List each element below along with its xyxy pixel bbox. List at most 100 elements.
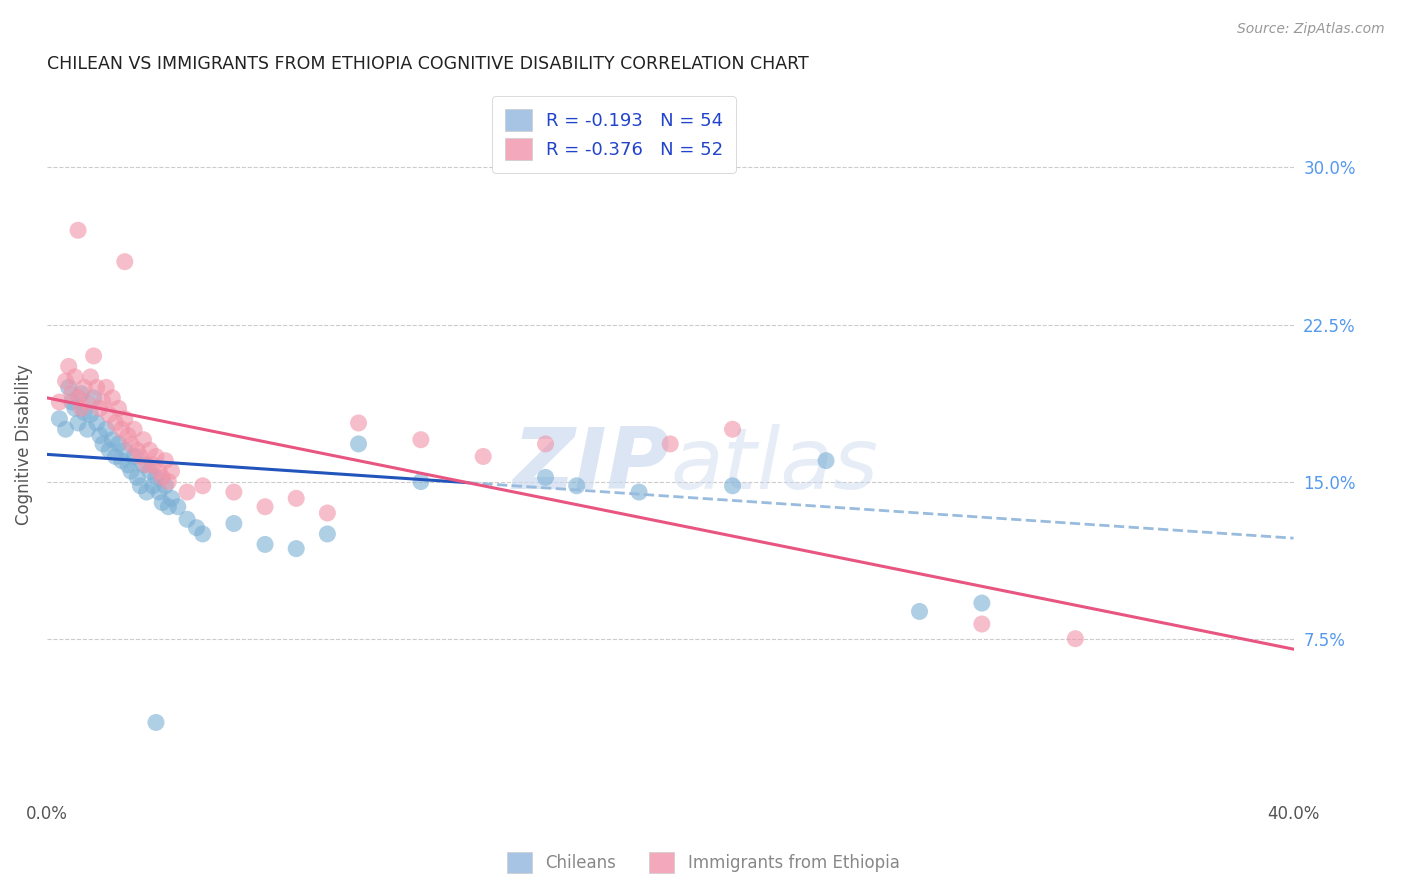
- Point: [67, 416, 90, 430]
- Point: [534, 437, 557, 451]
- Point: [98, 443, 121, 458]
- Point: [83, 391, 105, 405]
- Y-axis label: Cognitive Disability: Cognitive Disability: [15, 365, 32, 525]
- Point: [138, 464, 160, 478]
- Point: [111, 422, 134, 436]
- Point: [120, 464, 142, 478]
- Point: [107, 401, 129, 416]
- Point: [565, 479, 588, 493]
- Point: [659, 437, 682, 451]
- Point: [150, 470, 173, 484]
- Point: [89, 401, 111, 416]
- Point: [316, 527, 339, 541]
- Point: [98, 408, 121, 422]
- Point: [138, 443, 160, 458]
- Point: [186, 521, 208, 535]
- Point: [55, 374, 77, 388]
- Point: [76, 395, 98, 409]
- Point: [86, 416, 108, 430]
- Point: [127, 443, 149, 458]
- Point: [145, 715, 167, 730]
- Point: [628, 485, 651, 500]
- Point: [63, 370, 86, 384]
- Point: [122, 450, 145, 464]
- Point: [101, 391, 124, 405]
- Point: [86, 380, 108, 394]
- Point: [191, 527, 214, 541]
- Point: [73, 380, 96, 394]
- Point: [58, 380, 80, 394]
- Point: [970, 617, 993, 632]
- Point: [148, 485, 170, 500]
- Legend: Chileans, Immigrants from Ethiopia: Chileans, Immigrants from Ethiopia: [501, 846, 905, 880]
- Point: [145, 470, 167, 484]
- Point: [222, 516, 245, 531]
- Point: [254, 500, 277, 514]
- Point: [135, 458, 157, 472]
- Legend: R = -0.193   N = 54, R = -0.376   N = 52: R = -0.193 N = 54, R = -0.376 N = 52: [492, 96, 737, 173]
- Point: [91, 437, 114, 451]
- Point: [347, 437, 370, 451]
- Point: [83, 349, 105, 363]
- Point: [148, 464, 170, 478]
- Point: [285, 491, 308, 506]
- Point: [114, 411, 136, 425]
- Point: [254, 537, 277, 551]
- Text: CHILEAN VS IMMIGRANTS FROM ETHIOPIA COGNITIVE DISABILITY CORRELATION CHART: CHILEAN VS IMMIGRANTS FROM ETHIOPIA COGN…: [46, 55, 808, 73]
- Point: [111, 453, 134, 467]
- Point: [79, 370, 101, 384]
- Point: [48, 411, 70, 425]
- Point: [55, 422, 77, 436]
- Point: [534, 470, 557, 484]
- Point: [60, 386, 83, 401]
- Point: [155, 479, 177, 493]
- Point: [472, 450, 495, 464]
- Point: [63, 401, 86, 416]
- Text: atlas: atlas: [671, 425, 879, 508]
- Point: [1064, 632, 1087, 646]
- Point: [155, 453, 177, 467]
- Point: [114, 254, 136, 268]
- Point: [73, 405, 96, 419]
- Point: [721, 479, 744, 493]
- Point: [94, 380, 117, 394]
- Point: [176, 512, 198, 526]
- Point: [132, 433, 155, 447]
- Point: [316, 506, 339, 520]
- Point: [908, 604, 931, 618]
- Point: [70, 401, 93, 416]
- Point: [129, 450, 152, 464]
- Point: [970, 596, 993, 610]
- Point: [135, 485, 157, 500]
- Point: [117, 428, 139, 442]
- Point: [721, 422, 744, 436]
- Point: [157, 500, 180, 514]
- Point: [91, 395, 114, 409]
- Point: [814, 453, 837, 467]
- Point: [285, 541, 308, 556]
- Point: [114, 443, 136, 458]
- Point: [101, 433, 124, 447]
- Point: [222, 485, 245, 500]
- Point: [76, 422, 98, 436]
- Point: [58, 359, 80, 374]
- Point: [166, 500, 188, 514]
- Point: [142, 479, 165, 493]
- Point: [67, 223, 90, 237]
- Point: [176, 485, 198, 500]
- Point: [142, 458, 165, 472]
- Point: [67, 391, 90, 405]
- Point: [191, 479, 214, 493]
- Point: [122, 422, 145, 436]
- Point: [120, 437, 142, 451]
- Point: [60, 395, 83, 409]
- Point: [347, 416, 370, 430]
- Point: [132, 458, 155, 472]
- Point: [157, 475, 180, 489]
- Text: ZIP: ZIP: [513, 425, 671, 508]
- Point: [94, 422, 117, 436]
- Point: [127, 470, 149, 484]
- Point: [150, 495, 173, 509]
- Point: [409, 433, 432, 447]
- Point: [48, 395, 70, 409]
